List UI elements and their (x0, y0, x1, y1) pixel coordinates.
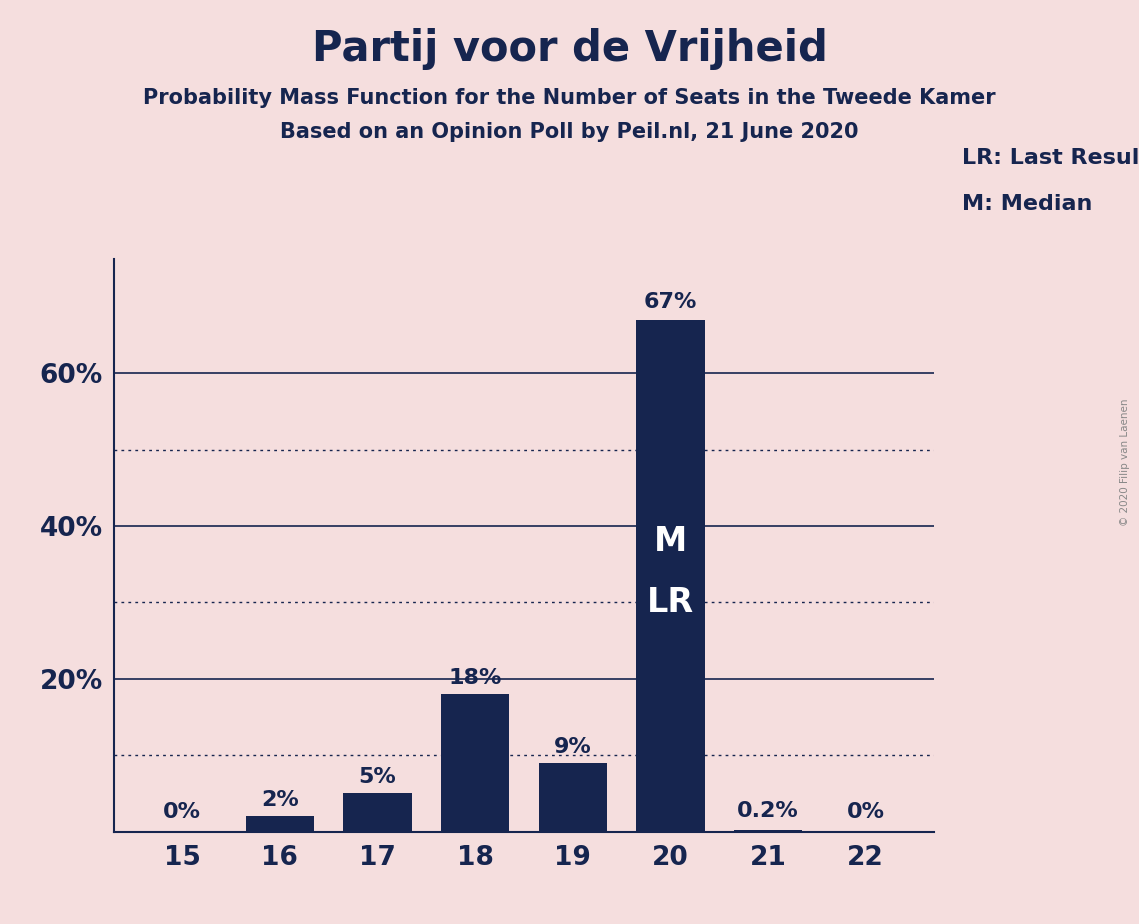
Bar (441, 694, 509, 832)
Text: LR: LR (647, 586, 694, 619)
Bar (246, 816, 314, 832)
Bar (539, 763, 607, 832)
Text: 67%: 67% (644, 292, 697, 312)
Text: 2%: 2% (261, 790, 298, 810)
Text: Partij voor de Vrijheid: Partij voor de Vrijheid (312, 28, 827, 69)
Text: 9%: 9% (554, 736, 591, 757)
Text: 18%: 18% (449, 668, 502, 688)
Text: 5%: 5% (359, 767, 396, 787)
Text: Based on an Opinion Poll by Peil.nl, 21 June 2020: Based on an Opinion Poll by Peil.nl, 21 … (280, 122, 859, 142)
Text: LR: Last Result: LR: Last Result (962, 148, 1139, 168)
Text: 0%: 0% (163, 802, 202, 822)
Text: © 2020 Filip van Laenen: © 2020 Filip van Laenen (1120, 398, 1130, 526)
Bar (343, 794, 411, 832)
Bar (734, 830, 802, 832)
Text: 0%: 0% (846, 802, 885, 822)
Bar (637, 320, 705, 832)
Text: M: Median: M: Median (962, 194, 1092, 214)
Text: 0.2%: 0.2% (737, 801, 798, 821)
Text: M: M (654, 525, 687, 558)
Text: Probability Mass Function for the Number of Seats in the Tweede Kamer: Probability Mass Function for the Number… (144, 88, 995, 108)
